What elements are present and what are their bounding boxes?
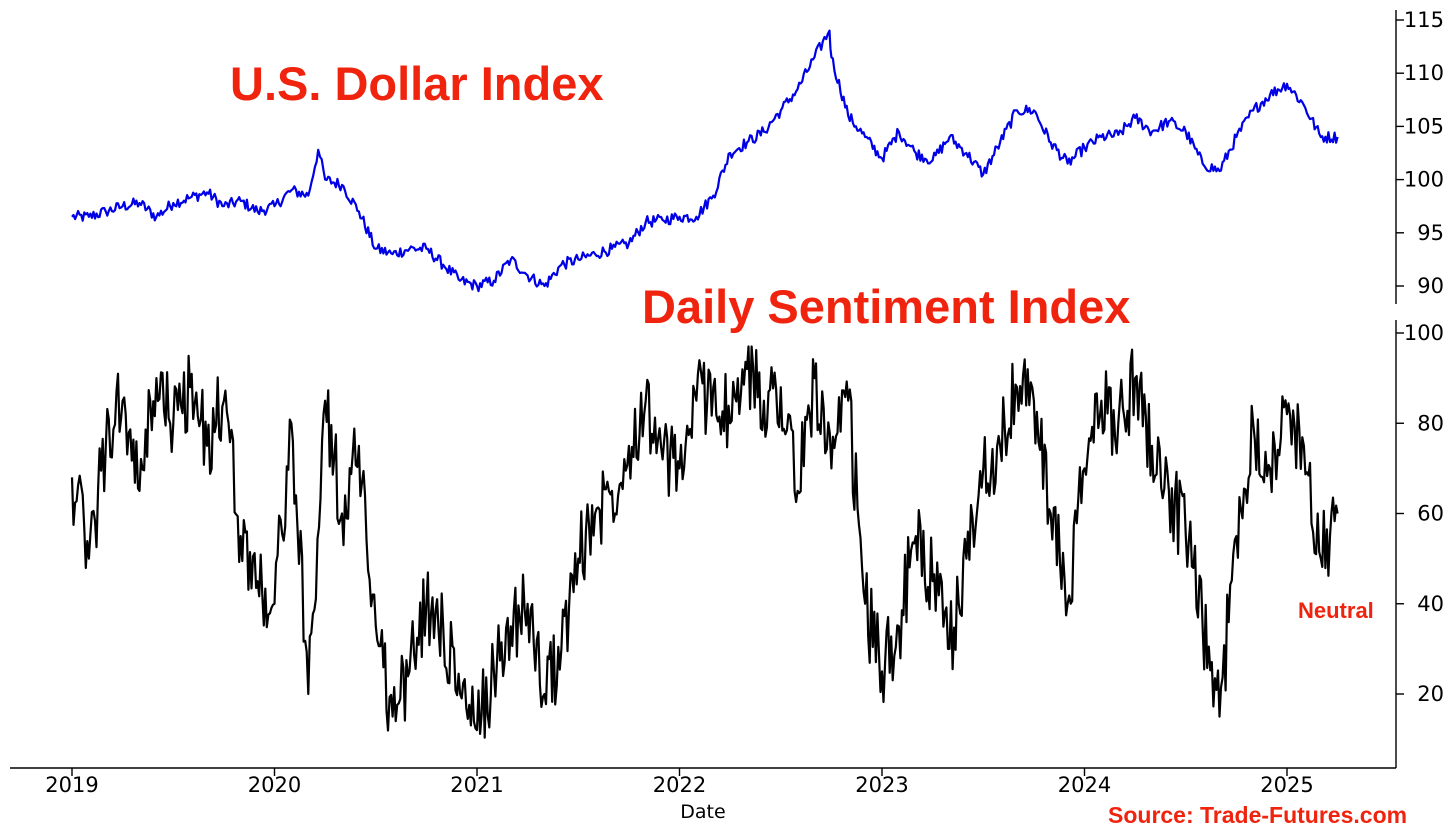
dsi-y-ticks-group: 100 80 60 40 20 [1396, 321, 1444, 706]
usd-y-tick-label: 95 [1417, 221, 1444, 245]
usd-y-ticks-group: 115 110 105 100 95 90 [1396, 8, 1444, 298]
usd-index-title: U.S. Dollar Index [230, 57, 603, 110]
dsi-y-tick-label: 20 [1417, 682, 1444, 706]
x-tick-label: 2023 [855, 773, 908, 797]
usd-y-tick-label: 110 [1404, 61, 1444, 85]
x-tick-label: 2020 [248, 773, 301, 797]
usd-y-tick-label: 100 [1404, 168, 1444, 192]
usd-y-tick-label: 115 [1404, 8, 1444, 32]
x-tick-label: 2024 [1058, 773, 1111, 797]
usd-y-tick-label: 90 [1417, 274, 1444, 298]
usd-y-tick-label: 105 [1404, 114, 1444, 138]
x-ticks-group: 2019 2020 2021 2022 2023 2024 2025 [45, 768, 1314, 797]
x-tick-label: 2022 [653, 773, 706, 797]
usd-index-series-line [71, 29, 1339, 293]
dsi-y-tick-label: 80 [1417, 411, 1444, 435]
dsi-y-tick-label: 60 [1417, 502, 1444, 526]
x-tick-label: 2025 [1260, 773, 1313, 797]
dsi-y-tick-label: 40 [1417, 592, 1444, 616]
neutral-annotation: Neutral [1298, 598, 1374, 623]
x-tick-label: 2019 [45, 773, 98, 797]
x-axis-title: Date [680, 801, 725, 823]
dsi-series-line [70, 345, 1339, 739]
x-tick-label: 2021 [450, 773, 503, 797]
dsi-y-tick-label: 100 [1404, 321, 1444, 345]
source-credit: Source: Trade-Futures.com [1108, 802, 1407, 828]
dsi-title: Daily Sentiment Index [642, 280, 1130, 333]
